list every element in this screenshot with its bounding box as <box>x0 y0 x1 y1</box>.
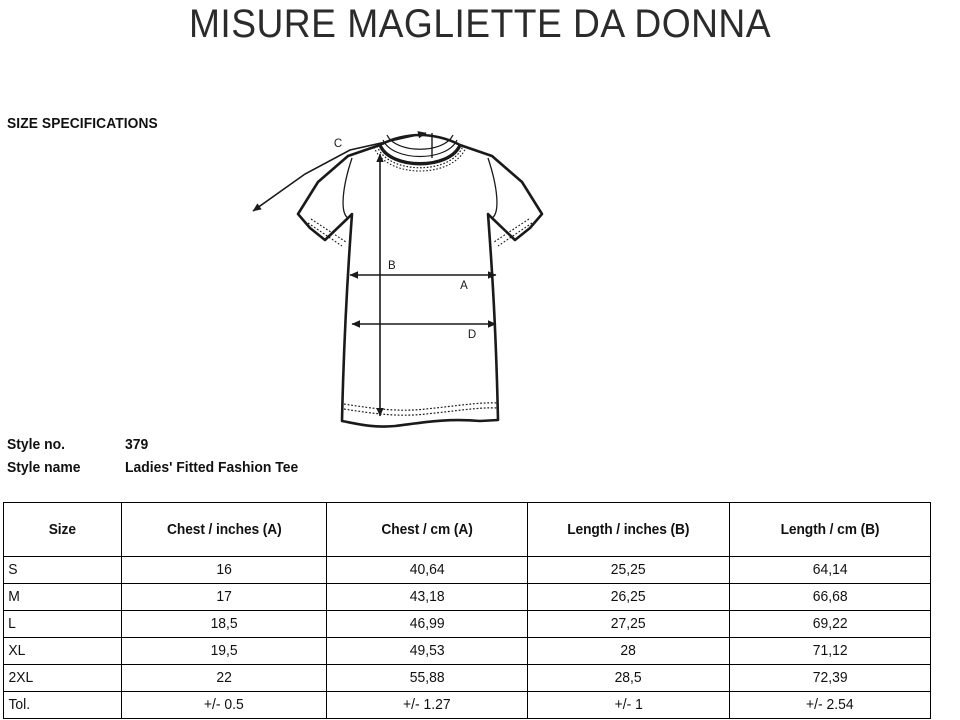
dimension-label-c: C <box>334 138 342 150</box>
size-table-container: Size Chest / inches (A) Chest / cm (A) L… <box>3 502 931 719</box>
cell-size: L <box>3 610 122 638</box>
cell-chest-cm: +/- 1.27 <box>326 691 528 719</box>
style-no-row: Style no. 379 <box>7 434 305 457</box>
cell-chest-inches: 18,5 <box>121 610 327 638</box>
cell-size: Tol. <box>3 691 122 719</box>
style-name-row: Style name Ladies' Fitted Fashion Tee <box>7 457 305 480</box>
page-title: MISURE MAGLIETTE DA DONNA <box>188 2 772 46</box>
column-header-chest-cm: Chest / cm (A) <box>326 502 528 557</box>
cell-length-inches: +/- 1 <box>527 691 730 719</box>
cell-length-cm: 69,22 <box>729 610 931 638</box>
column-header-length-cm: Length / cm (B) <box>729 502 931 557</box>
cell-length-cm: 64,14 <box>729 556 931 584</box>
cell-chest-cm: 49,53 <box>326 637 528 665</box>
cell-chest-inches: 16 <box>121 556 327 584</box>
style-no-value: 379 <box>125 437 149 453</box>
dimension-label-a: A <box>460 280 468 292</box>
cell-chest-cm: 43,18 <box>326 583 528 611</box>
cell-size: S <box>3 556 122 584</box>
hem-stitch <box>343 402 498 416</box>
cell-chest-cm: 55,88 <box>326 664 528 692</box>
style-name-label: Style name <box>7 460 81 476</box>
cell-length-cm: 71,12 <box>729 637 931 665</box>
cell-size: M <box>3 583 122 611</box>
cell-chest-inches: 22 <box>121 664 327 692</box>
cell-length-inches: 28,5 <box>527 664 730 692</box>
cell-chest-inches: 19,5 <box>121 637 327 665</box>
table-row: M 17 43,18 26,25 66,68 <box>3 583 931 611</box>
cell-chest-inches: +/- 0.5 <box>121 691 327 719</box>
table-row: XL 19,5 49,53 28 71,12 <box>3 637 931 665</box>
cell-size: XL <box>3 637 122 665</box>
style-no-label: Style no. <box>7 437 66 453</box>
style-info-block: Style no. 379 Style name Ladies' Fitted … <box>7 434 305 480</box>
size-specifications-label: SIZE SPECIFICATIONS <box>7 116 158 132</box>
table-row: Tol. +/- 0.5 +/- 1.27 +/- 1 +/- 2.54 <box>3 691 931 719</box>
table-header-row: Size Chest / inches (A) Chest / cm (A) L… <box>3 502 931 557</box>
table-row: S 16 40,64 25,25 64,14 <box>3 556 931 584</box>
cell-length-cm: 66,68 <box>729 583 931 611</box>
cell-length-cm: 72,39 <box>729 664 931 692</box>
size-specifications-table: Size Chest / inches (A) Chest / cm (A) L… <box>3 502 931 719</box>
cell-length-inches: 25,25 <box>527 556 730 584</box>
style-name-value: Ladies' Fitted Fashion Tee <box>125 460 299 476</box>
cell-chest-cm: 40,64 <box>326 556 528 584</box>
tshirt-outline <box>296 133 544 428</box>
cell-length-cm: +/- 2.54 <box>729 691 931 719</box>
column-header-length-inches: Length / inches (B) <box>527 502 730 557</box>
dimension-label-b: B <box>388 260 396 272</box>
column-header-chest-inches: Chest / inches (A) <box>121 502 327 557</box>
cell-size: 2XL <box>3 664 122 692</box>
table-row: 2XL 22 55,88 28,5 72,39 <box>3 664 931 692</box>
dimension-label-d: D <box>468 329 476 341</box>
cell-chest-inches: 17 <box>121 583 327 611</box>
cell-length-inches: 28 <box>527 637 730 665</box>
table-row: L 18,5 46,99 27,25 69,22 <box>3 610 931 638</box>
dimension-line-c <box>252 131 433 212</box>
cell-length-inches: 26,25 <box>527 583 730 611</box>
cell-length-inches: 27,25 <box>527 610 730 638</box>
tshirt-technical-drawing: C B A D <box>230 118 610 458</box>
column-header-size: Size <box>3 502 122 557</box>
cell-chest-cm: 46,99 <box>326 610 528 638</box>
